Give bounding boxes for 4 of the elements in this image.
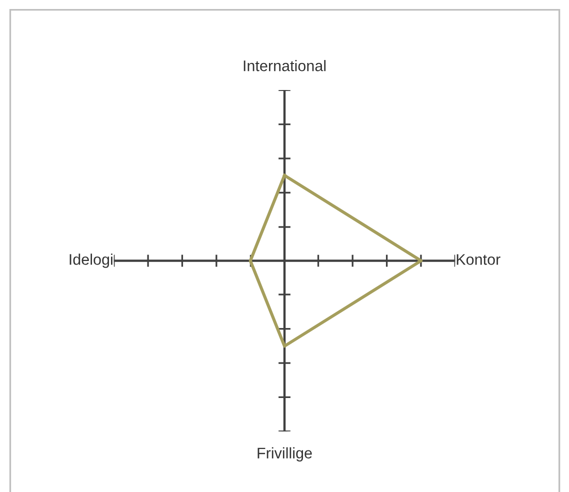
spoke-label: Kontor: [456, 254, 500, 265]
spoke-label: Idelogi: [70, 254, 112, 268]
spoke-label: Frivillige: [258, 447, 312, 462]
spoke-label: International: [244, 60, 326, 72]
